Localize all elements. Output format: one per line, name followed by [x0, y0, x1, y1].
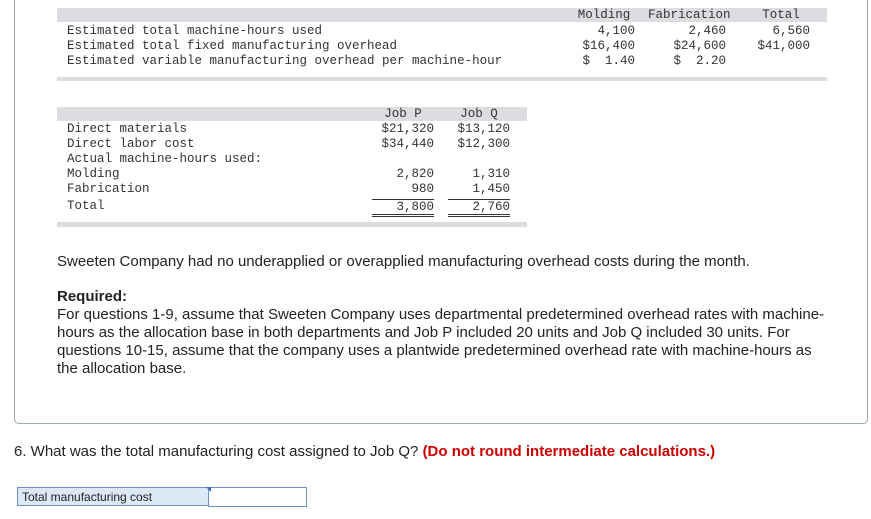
input-flag: [206, 487, 211, 492]
header-bar: [57, 8, 827, 22]
cell-value: $12,300: [457, 137, 510, 151]
footer-bar: [57, 77, 827, 81]
row-label: Estimated total machine-hours used: [67, 24, 323, 38]
column-header: Total: [762, 8, 800, 22]
column-header: Job Q: [460, 107, 498, 121]
cell-value: $ 1.40: [582, 54, 635, 68]
cell-value: $13,120: [457, 122, 510, 136]
cell-value: $ 2.20: [673, 54, 726, 68]
column-header: Fabrication: [648, 8, 731, 22]
row-label: Estimated variable manufacturing overhea…: [67, 54, 503, 68]
question: 6. What was the total manufacturing cost…: [14, 443, 715, 460]
cell-value: 6,560: [772, 24, 810, 38]
cell-value: 1,310: [472, 167, 510, 181]
statement: Sweeten Company had no underapplied or o…: [57, 253, 750, 270]
row-label: Actual machine-hours used:: [67, 152, 263, 166]
cell-value: $41,000: [757, 39, 810, 53]
cell-value: $21,320: [381, 122, 434, 136]
header-bar: [57, 107, 527, 121]
cell-value: 2,760: [448, 199, 510, 217]
question-note: (Do not round intermediate calculations.…: [422, 443, 716, 460]
row-label: Direct materials: [67, 122, 188, 136]
cell-value: 1,450: [472, 182, 510, 196]
cell-value: 980: [411, 182, 434, 196]
row-label: Molding: [67, 167, 120, 181]
column-header: Molding: [577, 8, 631, 22]
column-header: Job P: [384, 107, 422, 121]
row-label: Fabrication: [67, 182, 150, 196]
cell-value: $16,400: [582, 39, 635, 53]
answer-input[interactable]: [208, 487, 307, 507]
footer-bar: [57, 222, 527, 227]
cell-value: 3,800: [372, 199, 434, 217]
cell-value: $24,600: [673, 39, 726, 53]
required-text: For questions 1-9, assume that Sweeten C…: [57, 306, 825, 377]
question-text: 6. What was the total manufacturing cost…: [14, 443, 419, 460]
cell-value: 2,460: [688, 24, 726, 38]
row-label: Direct labor cost: [67, 137, 195, 151]
required-title: Required:: [57, 288, 128, 305]
problem-box: [14, 0, 868, 424]
cell-value: $34,440: [381, 137, 434, 151]
answer-label: Total manufacturing cost: [17, 487, 209, 506]
row-label: Total: [67, 199, 105, 213]
cell-value: 4,100: [597, 24, 635, 38]
row-label: Estimated total fixed manufacturing over…: [67, 39, 398, 53]
cell-value: 2,820: [396, 167, 434, 181]
